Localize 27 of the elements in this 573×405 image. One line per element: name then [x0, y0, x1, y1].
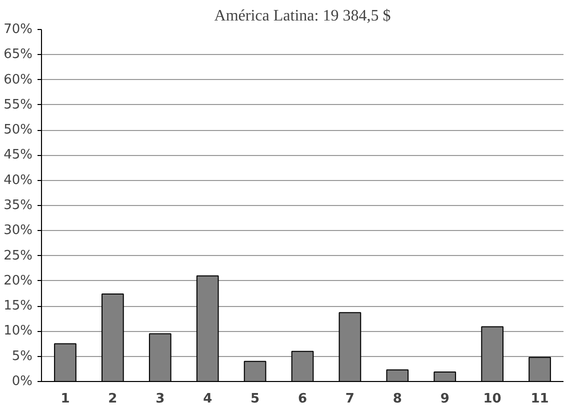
x-tick-label: 2 — [108, 392, 118, 405]
x-tick-label: 3 — [156, 392, 165, 405]
y-tick-label: 50% — [4, 122, 33, 138]
y-tick-label: 5% — [12, 348, 32, 364]
y-tick-label: 20% — [4, 273, 33, 288]
x-tick-label: 9 — [440, 392, 450, 405]
y-tick-label: 0% — [12, 374, 32, 389]
x-tick-label: 5 — [250, 392, 260, 405]
y-tick-label: 25% — [4, 248, 33, 264]
y-tick-label: 15% — [4, 298, 33, 314]
x-tick-label: 1 — [60, 392, 70, 405]
x-tick-label: 6 — [298, 392, 308, 405]
y-tick-label: 10% — [4, 324, 33, 339]
x-tick-label: 11 — [530, 392, 549, 405]
y-tick-label: 55% — [4, 97, 33, 112]
x-tick-label: 7 — [345, 392, 354, 405]
y-tick-label: 70% — [4, 22, 33, 37]
y-tick-label: 65% — [4, 47, 33, 62]
y-tick-label: 45% — [4, 148, 33, 163]
x-tick-label: 10 — [483, 392, 502, 405]
chart-title: América Latina: 19 384,5 $ — [214, 8, 391, 24]
x-tick-label: 8 — [392, 392, 402, 405]
y-tick-label: 30% — [4, 223, 33, 238]
y-tick-label: 40% — [4, 172, 33, 188]
x-tick-label: 4 — [203, 392, 212, 405]
y-tick-label: 35% — [4, 198, 33, 213]
y-tick-label: 60% — [4, 72, 33, 88]
